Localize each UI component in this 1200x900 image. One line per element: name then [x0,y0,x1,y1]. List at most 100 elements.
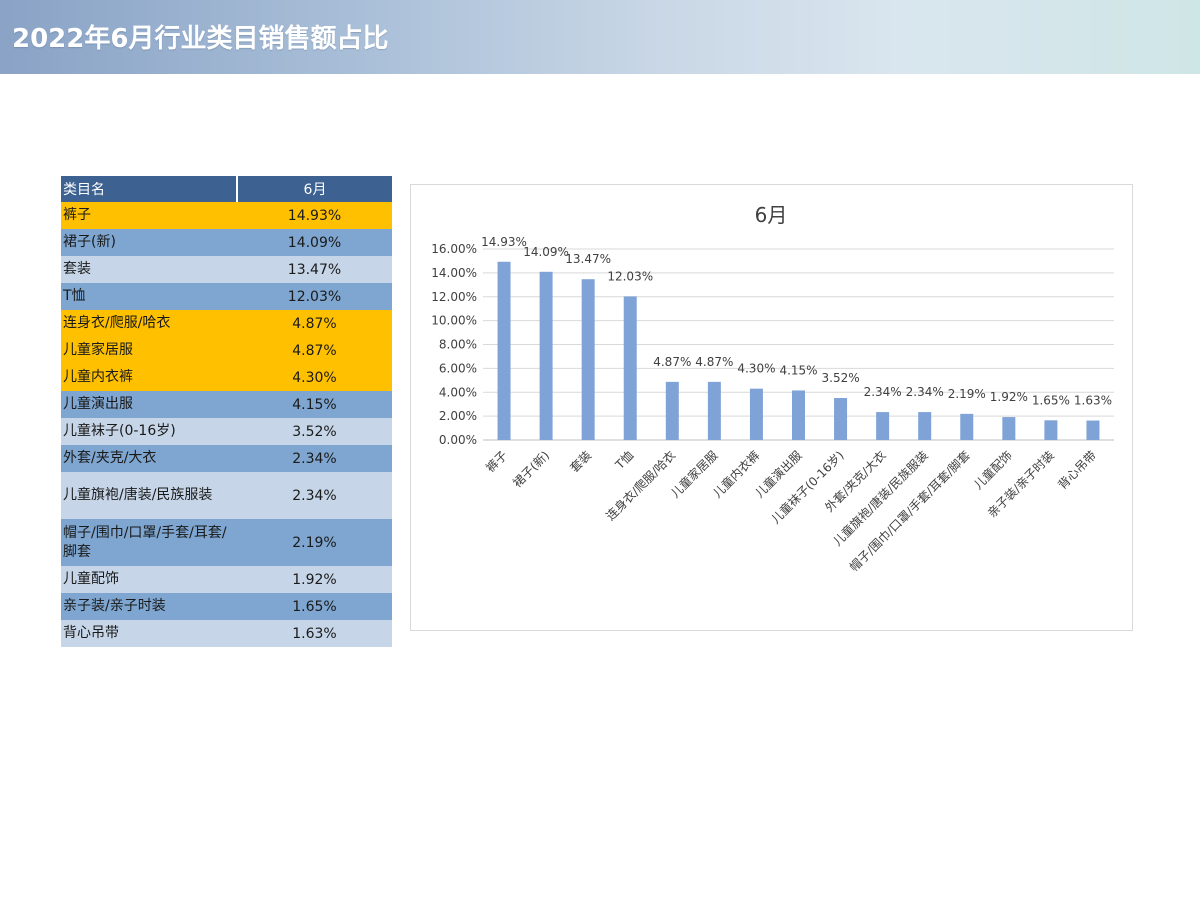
data-label: 14.93% [481,235,527,249]
bar [792,390,805,440]
y-tick-label: 2.00% [439,409,477,423]
category-value-cell: 1.92% [292,571,337,588]
bar [918,412,932,440]
data-label: 13.47% [565,252,611,266]
x-tick-label: 连身衣/爬服/哈衣 [603,448,679,524]
category-name-cell: 连身衣/爬服/哈衣 [63,315,171,331]
bar [1002,417,1016,440]
category-name-cell: 儿童配饰 [63,571,119,587]
table-row: 儿童家居服 4.87% [61,337,392,364]
x-tick-label: 裤子 [483,448,510,475]
data-label: 4.15% [779,363,817,377]
page-title: 2022年6月行业类目销售额占比 [12,24,389,54]
chart-svg: 6月 0.00% 2.00% 4.00% 6.00% 8.00% 10.00% 12.00% 1… [431,203,1114,574]
y-tick-label: 8.00% [439,338,477,352]
x-tick-label: 裙子(新) [510,448,553,491]
bar [834,397,848,440]
table-row: T恤 12.03% [61,283,392,310]
category-value-cell: 3.52% [292,423,337,440]
bar [623,296,637,440]
x-tick-label: 套装 [567,448,594,475]
category-name-cell: 裙子(新) [63,234,116,250]
bar [707,381,721,440]
category-value-cell: 1.63% [292,625,337,642]
data-label: 1.65% [1032,393,1070,407]
bar [497,261,511,440]
category-name-cell: 儿童袜子(0-16岁) [63,423,176,439]
column-header-category: 类目名 [61,176,238,202]
category-name-cell: 背心吊带 [63,625,119,641]
bar [665,381,679,440]
category-value-cell: 14.93% [287,207,342,224]
category-name-cell: 外套/夹克/大衣 [63,450,157,466]
category-name-cell: 套装 [63,261,91,277]
category-name-cell: T恤 [63,288,86,304]
y-tick-label: 10.00% [431,314,477,328]
data-label: 2.34% [906,385,944,399]
y-tick-label: 12.00% [431,290,477,304]
category-name-cell: 儿童内衣裤 [63,369,133,385]
x-tick-label: 背心吊带 [1055,448,1099,492]
category-value-cell: 13.47% [287,261,342,278]
table-row: 儿童袜子(0-16岁) 3.52% [61,418,392,445]
bar [876,412,890,440]
category-name-cell: 儿童家居服 [63,342,133,358]
table-row: 帽子/围巾/口罩/手套/耳套/脚套 2.19% [61,519,392,566]
table-row: 儿童演出服 4.15% [61,391,392,418]
table-row: 儿童旗袍/唐装/民族服装 2.34% [61,472,392,519]
x-tick-label: T恤 [612,448,636,472]
chart-title: 6月 [755,203,788,227]
data-label: 4.87% [653,355,691,369]
data-label: 3.52% [822,371,860,385]
data-label: 2.19% [948,387,986,401]
category-name-cell: 儿童旗袍/唐装/民族服装 [63,487,213,503]
category-value-cell: 4.87% [292,342,337,359]
table-header-row: 类目名 6月 [61,176,392,202]
y-tick-label: 4.00% [439,385,477,399]
data-label: 12.03% [607,269,653,283]
y-tick-label: 16.00% [431,242,477,256]
category-name-cell: 儿童演出服 [63,396,133,412]
table-row: 套装 13.47% [61,256,392,283]
data-label: 4.87% [695,355,733,369]
y-tick-label: 0.00% [439,433,477,447]
category-value-cell: 4.15% [292,396,337,413]
category-value-cell: 2.34% [292,450,337,467]
data-label: 4.30% [737,362,775,376]
y-tick-label: 6.00% [439,361,477,375]
bar [960,413,974,440]
bar [581,279,595,440]
table-row: 裤子 14.93% [61,202,392,229]
bar [1044,420,1058,440]
x-tick-label: 儿童配饰 [970,448,1015,493]
data-label: 1.63% [1074,394,1112,408]
bar [539,271,553,440]
category-name-cell: 亲子装/亲子时装 [63,598,166,614]
data-label: 14.09% [523,245,569,259]
table-row: 裙子(新) 14.09% [61,229,392,256]
bar [749,388,763,440]
table-row: 背心吊带 1.63% [61,620,392,647]
column-header-month: 6月 [237,176,392,202]
table-row: 连身衣/爬服/哈衣 4.87% [61,310,392,337]
category-value-cell: 14.09% [287,234,342,251]
category-value-cell: 1.65% [292,598,337,615]
header-banner: 2022年6月行业类目销售额占比 [0,0,1200,74]
table-row: 亲子装/亲子时装 1.65% [61,593,392,620]
category-name-cell: 裤子 [63,207,91,223]
y-tick-label: 14.00% [431,266,477,280]
x-tick-label: 儿童袜子(0-16岁) [768,448,847,527]
category-value-cell: 12.03% [287,288,342,305]
category-value-cell: 2.19% [292,534,337,551]
category-name-cell: 帽子/围巾/口罩/手套/耳套/脚套 [63,524,227,560]
bar-chart: 6月 0.00% 2.00% 4.00% 6.00% 8.00% 10.00% 12.00% 1… [410,184,1133,631]
table-row: 儿童配饰 1.92% [61,566,392,593]
data-label: 1.92% [990,390,1028,404]
category-value-cell: 2.34% [292,487,337,504]
data-label: 2.34% [864,385,902,399]
table-row: 外套/夹克/大衣 2.34% [61,445,392,472]
table-row: 儿童内衣裤 4.30% [61,364,392,391]
bar [1086,420,1100,440]
category-value-cell: 4.30% [292,369,337,386]
category-table: 类目名 6月 裤子 14.93% 裙子(新) 14.09% 套装 13.47% T恤 12.0… [61,176,392,647]
